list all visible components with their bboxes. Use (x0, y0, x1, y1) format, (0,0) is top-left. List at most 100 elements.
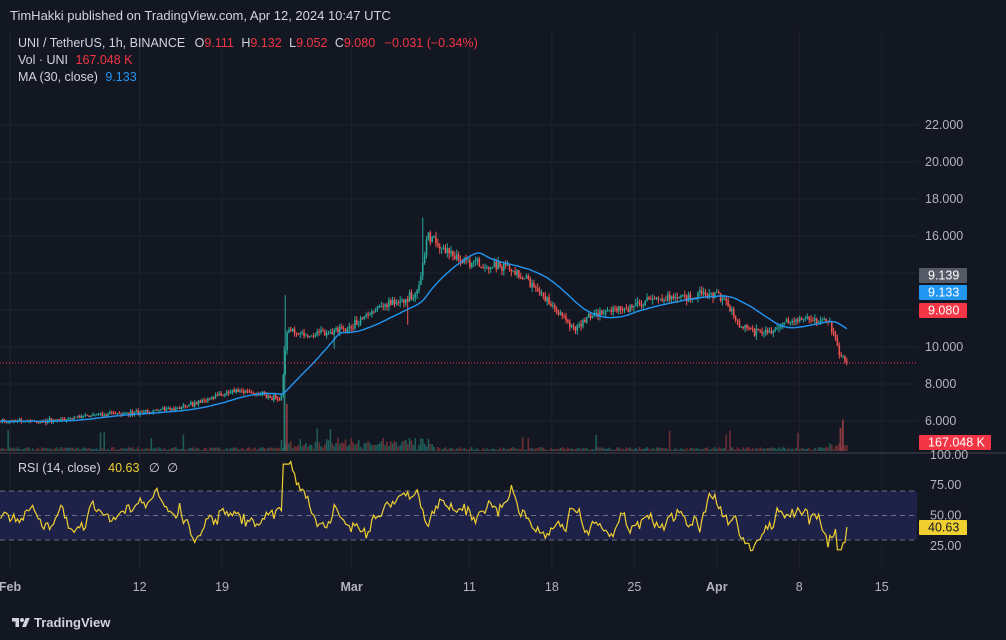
tradingview-brand[interactable]: TradingView (12, 615, 110, 630)
candle-body (356, 320, 358, 325)
volume-spike-3 (839, 427, 842, 451)
candle-360 (678, 296, 680, 299)
volume-bar-182 (342, 442, 345, 451)
volume-bar-317 (597, 447, 599, 451)
rsi-label[interactable]: RSI (14, close) (18, 461, 101, 475)
volume-bar-157 (295, 446, 298, 451)
candle-142 (267, 393, 270, 400)
symbol-title[interactable]: UNI / TetherUS, 1h, BINANCE (18, 36, 186, 50)
candle-body (408, 292, 411, 302)
volume-bar-291 (548, 449, 550, 451)
candle-386 (727, 297, 729, 307)
candle-body (135, 410, 138, 413)
candle-body (840, 354, 842, 357)
volume-bar-307 (578, 448, 581, 451)
time-axis[interactable]: Feb 12 19 Mar 11 18 25 Apr 8 15 (0, 580, 889, 594)
candle-401 (755, 324, 758, 340)
ma-label[interactable]: MA (30, close) (18, 70, 98, 84)
candle-body (772, 330, 775, 333)
candle-123 (231, 389, 234, 395)
volume-bar-59 (110, 447, 113, 451)
candle-body (842, 356, 844, 357)
candle-97 (182, 403, 185, 409)
rsi-tick-0: 25.00 (930, 539, 961, 553)
candle-body (531, 283, 533, 288)
volume-bar-258 (486, 448, 488, 451)
rsi-axis[interactable]: 25.00 50.00 75.00 100.00 (930, 448, 968, 553)
candle-117 (220, 390, 222, 397)
candle-179 (337, 325, 339, 334)
candle-body (143, 412, 145, 413)
candle-body (589, 313, 592, 318)
volume-bar-23 (43, 448, 45, 451)
candle-body (137, 410, 139, 415)
volume-bar-92 (173, 447, 175, 451)
candle-307 (578, 321, 581, 329)
time-tick-4: 11 (463, 580, 476, 594)
price-axis[interactable]: 6.0008.00010.00012.00014.00016.00018.000… (925, 118, 963, 428)
candle-338 (636, 297, 639, 308)
volume-bar-190 (357, 439, 360, 451)
volume-bar-412 (776, 449, 778, 451)
volume-bar-239 (450, 447, 452, 451)
candle-267 (503, 261, 505, 276)
volume-bar-198 (372, 444, 375, 451)
volume-bar-69 (129, 447, 132, 451)
volume-label[interactable]: Vol · UNI (18, 53, 69, 67)
candle-body (655, 297, 658, 299)
volume-label-bg (919, 435, 991, 450)
volume-bar-281 (529, 448, 532, 451)
volume-bar-78 (146, 448, 149, 451)
volume-bar-160 (301, 446, 303, 451)
volume-bar-221 (416, 449, 418, 451)
volume-bar-432 (814, 448, 816, 451)
time-tick-8: 8 (796, 580, 803, 594)
volume-bar-316 (595, 434, 597, 451)
rsi-label: 40.63 (919, 519, 967, 535)
rsi-label-bg (919, 519, 967, 535)
candle-62 (116, 412, 119, 416)
candle-275 (518, 269, 520, 280)
volume-bar-357 (672, 449, 675, 451)
candle-body (50, 418, 53, 423)
volume-bar-120 (225, 448, 228, 451)
candle-350 (659, 298, 662, 301)
volume-bar-194 (365, 443, 368, 451)
candle-304 (572, 323, 575, 331)
candle-body (608, 310, 611, 311)
candle-body (384, 304, 386, 307)
volume-bar-150 (282, 447, 285, 451)
candle-372 (700, 285, 703, 297)
volume-value: 167.048 K (75, 53, 133, 67)
candle-270 (508, 264, 511, 272)
volume-bar-90 (169, 448, 172, 451)
candle-body (22, 421, 24, 423)
candle-164 (308, 335, 311, 338)
candle-body (452, 251, 454, 257)
volume-bar-34 (63, 447, 66, 451)
candle-body (778, 327, 780, 329)
volume-bar-130 (244, 449, 247, 451)
volume-bar-229 (431, 444, 433, 451)
volume-bar-67 (126, 448, 128, 451)
volume-bar-12 (22, 449, 24, 451)
volume-bar-13 (24, 448, 26, 451)
volume-bar-443 (834, 445, 837, 451)
volume-bar-199 (374, 444, 377, 451)
candle-body (325, 333, 328, 336)
volume-bar-8 (14, 449, 17, 451)
candle-231 (435, 231, 437, 248)
volume-bar-101 (190, 447, 192, 451)
candle-429 (808, 315, 810, 324)
candle-207 (389, 298, 392, 306)
candle-427 (804, 315, 807, 322)
candle-448 (844, 355, 846, 365)
candle-body (259, 394, 262, 396)
candle-153 (288, 327, 290, 334)
candle-44 (82, 415, 85, 419)
candle-258 (486, 264, 488, 270)
volume-bar-125 (235, 447, 237, 451)
volume-bar-96 (180, 448, 183, 451)
candle-body (529, 278, 532, 288)
